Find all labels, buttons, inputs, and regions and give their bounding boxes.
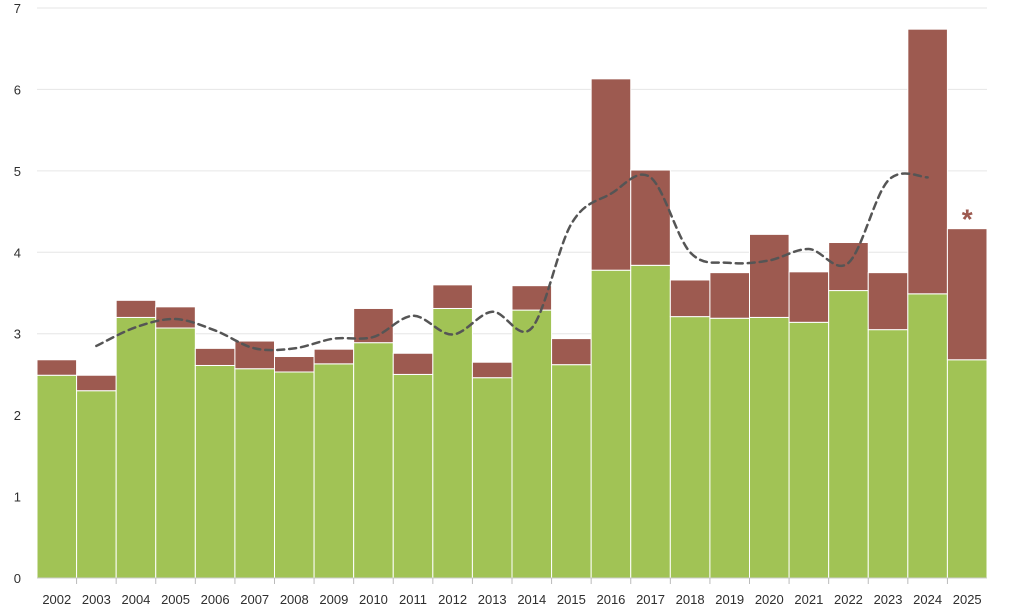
bar-segment-2012-0 [432, 307, 473, 579]
x-tick-label: 2019 [715, 592, 744, 607]
bar-segment-2006-0 [194, 364, 236, 579]
x-tick-label: 2012 [438, 592, 467, 607]
axes [37, 577, 987, 584]
x-tick-label: 2015 [557, 592, 586, 607]
bar-segment-2024-0 [907, 293, 948, 579]
x-tick-label: 2018 [676, 592, 705, 607]
x-tick-label: 2003 [82, 592, 111, 607]
x-tick-label: 2007 [240, 592, 269, 607]
bar-segment-2025-0 [946, 359, 988, 579]
bar-segment-2013-1 [471, 361, 513, 379]
bar-segment-2004-1 [115, 299, 157, 318]
bar-segment-2021-1 [788, 271, 830, 323]
bar-segment-2023-1 [867, 272, 909, 331]
bar-segment-2025-1 [946, 228, 988, 361]
bar-segment-2002-1 [36, 359, 78, 376]
x-tick-label: 2025 [953, 592, 982, 607]
x-tick-label: 2014 [517, 592, 546, 607]
bar-segment-2003-1 [76, 374, 117, 392]
bar-segment-2002-0 [36, 374, 78, 579]
bar-segment-2017-0 [630, 264, 671, 579]
x-tick-label: 2011 [399, 592, 427, 607]
bar-segment-2007-1 [234, 340, 276, 370]
bar-segment-2022-1 [828, 242, 869, 292]
y-tick-label: 2 [14, 408, 21, 423]
x-tick-label: 2013 [478, 592, 507, 607]
x-tick-label: 2020 [755, 592, 784, 607]
y-tick-label: 3 [14, 327, 21, 342]
bar-segment-2023-0 [867, 329, 909, 579]
bar-segment-2015-1 [551, 338, 592, 366]
y-tick-label: 0 [14, 571, 21, 586]
bar-segment-2018-1 [669, 279, 711, 318]
trend-line [95, 172, 929, 352]
bar-segment-2019-1 [709, 272, 751, 319]
bar-segment-2012-1 [432, 284, 473, 309]
x-tick-label: 2002 [42, 592, 71, 607]
bar-segment-2011-0 [392, 373, 434, 579]
bar-segment-2022-0 [828, 290, 869, 579]
bar-segment-2019-0 [709, 317, 751, 579]
bar-segment-2005-0 [155, 327, 196, 579]
labels: 0 1 2 3 4 5 6 7 2002 2003 2004 2005 2006 2007 2008 2009… [14, 1, 982, 607]
bar-segment-2016-0 [590, 269, 632, 579]
bar-segment-2003-0 [76, 390, 117, 579]
bar-segment-2006-1 [194, 347, 236, 366]
bar-segment-2011-1 [392, 352, 434, 375]
x-tick-label: 2004 [121, 592, 150, 607]
bar-segment-2024-1 [907, 28, 948, 295]
x-tick-label: 2016 [596, 592, 625, 607]
bar-segment-2016-1 [590, 78, 632, 271]
x-tick-label: 2017 [636, 592, 665, 607]
x-tick-label: 2023 [874, 592, 903, 607]
bar-segment-2014-0 [511, 309, 553, 579]
y-tick-label: 6 [14, 82, 21, 97]
x-tick-label: 2021 [794, 592, 823, 607]
y-tick-label: 5 [14, 164, 21, 179]
bar-segment-2009-0 [313, 363, 355, 579]
x-tick-label: 2022 [834, 592, 863, 607]
bar-segment-2005-1 [155, 306, 196, 329]
x-tick-label: 2010 [359, 592, 388, 607]
bar-segment-2007-0 [234, 368, 276, 579]
y-tick-label: 1 [14, 490, 21, 505]
bars [36, 28, 988, 579]
bar-segment-2009-1 [313, 348, 355, 365]
bar-segment-2020-0 [749, 316, 790, 579]
x-tick-label: 2005 [161, 592, 190, 607]
annotation-asterisk: * [962, 204, 973, 235]
bar-segment-2008-0 [274, 371, 315, 579]
bar-segment-2015-0 [551, 364, 592, 579]
bar-segment-2017-1 [630, 169, 671, 266]
x-tick-label: 2024 [913, 592, 942, 607]
bar-segment-2018-0 [669, 316, 711, 579]
bar-segment-2004-0 [115, 316, 157, 579]
bar-segment-2020-1 [749, 233, 790, 318]
bar-segment-2021-0 [788, 321, 830, 579]
bar-segment-2010-0 [353, 342, 394, 579]
x-tick-label: 2008 [280, 592, 309, 607]
y-tick-label: 4 [14, 245, 21, 260]
x-tick-label: 2006 [201, 592, 230, 607]
x-tick-label: 2009 [319, 592, 348, 607]
y-tick-label: 7 [14, 1, 21, 16]
bar-segment-2008-1 [274, 356, 315, 373]
bar-segment-2013-0 [471, 377, 513, 579]
trend-line-layer [95, 172, 929, 352]
